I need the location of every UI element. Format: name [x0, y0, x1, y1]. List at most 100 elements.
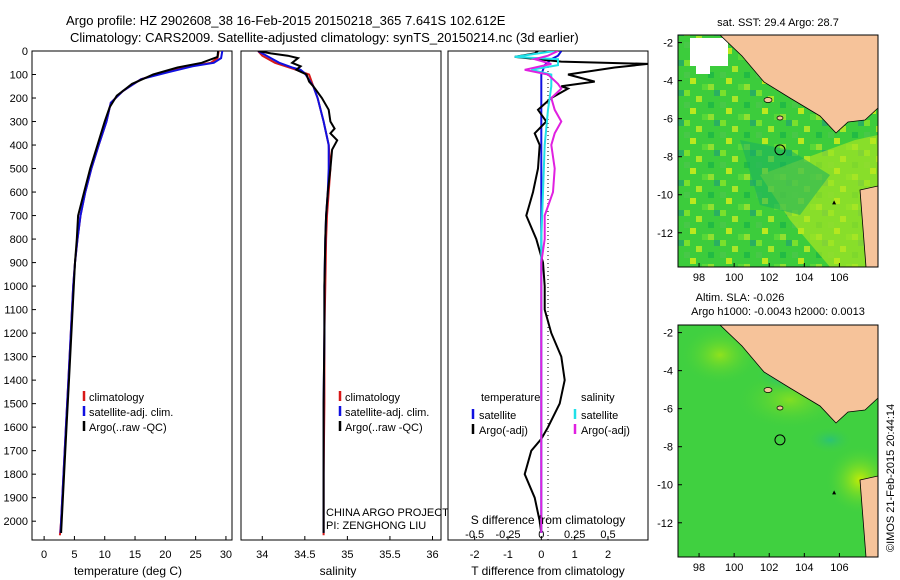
s-difference-axis-label: S difference from climatology	[471, 513, 626, 527]
sla-lon-tick-label: 106	[830, 562, 848, 574]
depth-tick-label: 700	[10, 211, 28, 223]
legend-title-temperature: temperature	[481, 392, 540, 404]
sst-java-land	[859, 185, 878, 267]
depth-tick-label: 1300	[4, 352, 28, 364]
sst-map-field	[678, 35, 878, 267]
sst-lon-tick-label: 104	[795, 272, 813, 284]
temperature-axis: 0 5 10 15 20 25 30	[41, 536, 232, 561]
s-diff-tick-label: 0.25	[564, 529, 585, 541]
sla-map-frame	[677, 324, 879, 558]
depth-tick-label: 300	[10, 117, 28, 129]
difference-panel: -2 -1 0 1 2 -0.5 -0.25 0 0.25 0.5 temperature sali…	[447, 50, 649, 578]
salinity-legend: climatology satellite-adj. clim. Argo(..ra…	[338, 391, 429, 434]
temperature-legend: climatology satellite-adj. clim. Argo(..ra…	[82, 391, 173, 434]
salinity-tick-label: 35	[341, 549, 353, 561]
depth-tick-label: 1000	[4, 281, 28, 293]
depth-tick-label: 1800	[4, 469, 28, 481]
sst-lat-tick-label: -6	[663, 114, 673, 126]
difference-series-argo-adj-salinity-	[524, 51, 563, 533]
sla-sumatra-land	[719, 325, 878, 424]
temperature-tick-label: 10	[99, 549, 111, 561]
temperature-lines	[58, 51, 224, 536]
s-diff-tick-label: 0	[538, 529, 544, 541]
temperature-tick-label: 15	[129, 549, 141, 561]
depth-tick-label: 800	[10, 234, 28, 246]
depth-tick-label: 2000	[4, 516, 28, 528]
salinity-plot-frame	[240, 50, 442, 541]
sla-lon-tick-label: 98	[693, 562, 705, 574]
temperature-plot-frame	[31, 50, 233, 541]
s-diff-tick-label: -0.5	[465, 529, 484, 541]
sst-lat-tick-label: -12	[657, 228, 673, 240]
sst-map-axes: 98 100 102 104 106 -2 -4 -6 -8 -10 -12	[657, 38, 848, 284]
depth-axis: 0 100 200 300 400 500 600 700 800 900 1000 1100 1200…	[4, 46, 36, 528]
depth-tick-label: 900	[10, 258, 28, 270]
sla-triangle-marker	[832, 490, 837, 495]
difference-axis: -2 -1 0 1 2 -0.5 -0.25 0 0.25 0.5	[465, 529, 615, 561]
depth-tick-label: 500	[10, 164, 28, 176]
sst-lon-tick-label: 100	[725, 272, 743, 284]
depth-tick-label: 0	[22, 46, 28, 58]
legend-label: satellite	[581, 410, 618, 422]
depth-tick-label: 1200	[4, 328, 28, 340]
sla-java-land	[859, 475, 878, 557]
salinity-tick-label: 35.5	[379, 549, 400, 561]
project-annotation: CHINA ARGO PROJECT	[326, 507, 449, 519]
legend-label: Argo(..raw -QC)	[89, 422, 167, 434]
legend-label: Argo(-adj)	[479, 425, 528, 437]
sla-map-title: Altim. SLA: -0.026	[696, 292, 785, 304]
sst-lat-tick-label: -2	[663, 38, 673, 50]
legend-label: climatology	[345, 392, 401, 404]
temperature-tick-label: 20	[159, 549, 171, 561]
sla-map-field	[678, 325, 878, 557]
salinity-tick-label: 34.5	[294, 549, 315, 561]
s-diff-tick-label: 0.5	[600, 529, 615, 541]
temperature-tick-label: 30	[220, 549, 232, 561]
depth-tick-label: 1700	[4, 446, 28, 458]
sla-island-small	[776, 405, 784, 411]
legend-label: Argo(..raw -QC)	[345, 422, 423, 434]
t-diff-tick-label: -1	[503, 549, 513, 561]
sla-island	[763, 387, 773, 393]
sst-island-small	[776, 115, 784, 121]
sla-argo-position-marker	[774, 434, 786, 446]
sst-lon-tick-label: 98	[693, 272, 705, 284]
depth-tick-label: 1600	[4, 422, 28, 434]
depth-tick-label: 400	[10, 140, 28, 152]
t-diff-tick-label: 1	[572, 549, 578, 561]
temperature-tick-label: 25	[190, 549, 202, 561]
sla-low-region-south	[806, 426, 854, 454]
sla-lat-tick-label: -2	[663, 328, 673, 340]
legend-label: satellite-adj. clim.	[345, 407, 429, 419]
depth-tick-label: 200	[10, 93, 28, 105]
sst-no-data-patch	[696, 66, 710, 74]
legend-title-salinity: salinity	[581, 392, 615, 404]
salinity-lines	[257, 51, 339, 536]
t-difference-axis-label: T difference from climatology	[471, 564, 625, 578]
sst-lon-tick-label: 106	[830, 272, 848, 284]
sst-map-frame	[677, 34, 879, 268]
sst-no-data-area	[690, 38, 728, 66]
depth-tick-label: 1500	[4, 399, 28, 411]
t-diff-tick-label: 2	[605, 549, 611, 561]
temperature-panel: 0100200300400500600700800900100011001200…	[4, 46, 233, 578]
sst-lat-tick-label: -8	[663, 152, 673, 164]
sst-lon-tick-label: 102	[760, 272, 778, 284]
salinity-series-argo-raw-qc-	[257, 51, 339, 533]
sla-map-subtitle: Argo h1000: -0.0043 h2000: 0.0013	[691, 306, 865, 318]
title-line-2: Climatology: CARS2009. Satellite-adjuste…	[70, 30, 579, 45]
sla-map-axes: 98 100 102 104 106 -2 -4 -6 -8 -10 -12	[657, 328, 848, 574]
sst-lat-tick-label: -4	[663, 76, 673, 88]
legend-label: climatology	[89, 392, 145, 404]
sst-map-title: sat. SST: 29.4 Argo: 28.7	[717, 17, 839, 29]
difference-series-satellite-salinity-	[514, 51, 559, 533]
sst-argo-position-marker	[774, 144, 786, 156]
sst-island	[763, 97, 773, 103]
depth-tick-label: 600	[10, 187, 28, 199]
sla-lat-tick-label: -6	[663, 404, 673, 416]
depth-tick-label: 1900	[4, 493, 28, 505]
depth-tick-label: 1100	[4, 305, 28, 317]
salinity-tick-label: 36	[426, 549, 438, 561]
sla-lat-tick-label: -4	[663, 366, 673, 378]
